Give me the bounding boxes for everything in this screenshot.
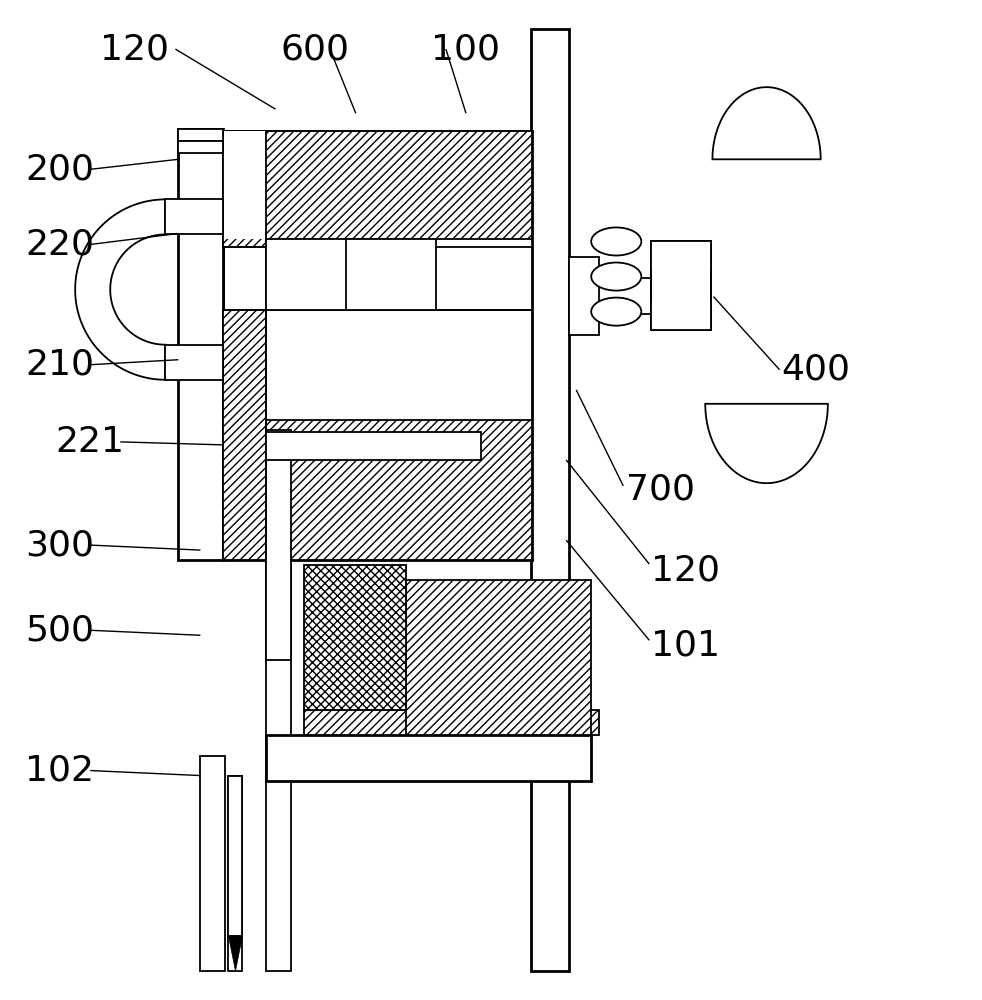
Polygon shape bbox=[229, 776, 243, 971]
Ellipse shape bbox=[591, 263, 641, 291]
Bar bbox=[224, 131, 265, 239]
Text: 102: 102 bbox=[26, 754, 94, 788]
Text: 100: 100 bbox=[431, 32, 500, 66]
Bar bbox=[179, 129, 224, 560]
Bar bbox=[179, 129, 224, 141]
Polygon shape bbox=[229, 936, 243, 971]
Bar bbox=[651, 302, 711, 330]
Bar bbox=[224, 131, 532, 239]
Bar bbox=[265, 310, 532, 560]
Bar bbox=[265, 735, 591, 781]
Text: 220: 220 bbox=[26, 227, 94, 261]
Bar bbox=[265, 430, 291, 660]
Bar bbox=[651, 241, 711, 330]
Bar bbox=[570, 257, 599, 335]
Bar bbox=[651, 241, 711, 270]
Text: 400: 400 bbox=[782, 353, 850, 387]
Bar bbox=[165, 345, 224, 380]
Bar bbox=[179, 141, 224, 153]
Bar bbox=[303, 565, 406, 710]
Bar bbox=[265, 310, 532, 420]
Text: 210: 210 bbox=[26, 348, 94, 382]
Bar bbox=[303, 710, 599, 735]
Bar bbox=[265, 555, 291, 971]
Polygon shape bbox=[76, 199, 165, 380]
Ellipse shape bbox=[591, 227, 641, 256]
Bar bbox=[265, 239, 346, 310]
Text: 120: 120 bbox=[651, 553, 721, 587]
Polygon shape bbox=[705, 404, 828, 483]
Bar bbox=[570, 278, 665, 314]
Text: 120: 120 bbox=[100, 32, 169, 66]
Text: 221: 221 bbox=[55, 425, 124, 459]
Text: 600: 600 bbox=[281, 32, 350, 66]
Text: 500: 500 bbox=[26, 613, 94, 647]
Bar bbox=[406, 580, 591, 735]
Bar bbox=[165, 199, 224, 234]
Text: 700: 700 bbox=[627, 473, 695, 507]
Bar bbox=[229, 776, 243, 936]
Bar bbox=[200, 756, 226, 971]
Text: 101: 101 bbox=[651, 628, 721, 662]
Bar bbox=[224, 231, 265, 247]
Bar bbox=[265, 239, 436, 310]
Text: 300: 300 bbox=[26, 528, 94, 562]
Bar bbox=[651, 241, 711, 330]
Bar bbox=[224, 131, 532, 560]
Bar bbox=[265, 735, 591, 781]
Bar bbox=[531, 29, 570, 971]
Ellipse shape bbox=[591, 298, 641, 326]
Text: 200: 200 bbox=[26, 152, 94, 186]
Bar bbox=[265, 432, 481, 460]
Bar bbox=[224, 310, 265, 560]
Bar bbox=[531, 29, 570, 971]
Polygon shape bbox=[713, 87, 821, 159]
